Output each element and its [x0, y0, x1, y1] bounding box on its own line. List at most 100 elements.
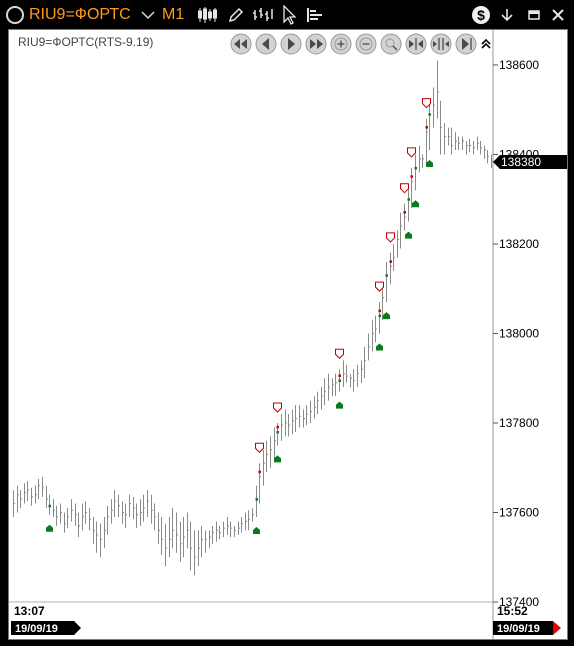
- sell-fill-dot: [403, 211, 406, 214]
- price-bar: [241, 516, 243, 533]
- price-bar: [491, 154, 493, 168]
- price-bar: [122, 501, 124, 524]
- buy-signal-icon[interactable]: [253, 526, 260, 534]
- price-bar: [306, 405, 308, 426]
- price-tick-label: 138600: [499, 58, 539, 72]
- price-bar: [17, 485, 19, 513]
- symbol-selector[interactable]: RIU9=ФОРТС: [29, 0, 139, 29]
- price-bar: [393, 243, 395, 271]
- price-bar: [477, 136, 479, 150]
- price-axis: 1386001384001382001380001378001376001374…: [493, 58, 539, 609]
- price-bar: [201, 525, 203, 558]
- price-tick-label: 138200: [499, 237, 539, 251]
- double-left-icon[interactable]: [230, 33, 252, 55]
- buy-signal-icon[interactable]: [426, 159, 433, 167]
- sell-fill-dot: [276, 425, 279, 429]
- download-arrow-icon[interactable]: [499, 0, 515, 29]
- sell-signal-icon[interactable]: [375, 281, 384, 292]
- double-right-icon[interactable]: [305, 33, 327, 55]
- buy-signal-icon[interactable]: [274, 455, 281, 463]
- pencil-icon[interactable]: [226, 0, 246, 29]
- price-bar: [332, 378, 334, 397]
- right-icon[interactable]: [280, 33, 302, 55]
- chevron-down-icon[interactable]: [141, 0, 155, 29]
- sell-signal-icon[interactable]: [273, 402, 282, 413]
- buy-signal-icon[interactable]: [405, 231, 412, 239]
- price-bar: [321, 387, 323, 410]
- sell-signal-icon[interactable]: [386, 232, 395, 243]
- price-bar: [75, 503, 77, 526]
- sell-signal-icon[interactable]: [335, 348, 344, 359]
- sell-signal-icon[interactable]: [400, 183, 409, 194]
- price-bar: [458, 136, 460, 150]
- price-bar: [238, 521, 240, 535]
- dollar-icon[interactable]: $: [470, 0, 492, 29]
- magnify-icon[interactable]: [380, 33, 402, 55]
- price-bar: [368, 333, 370, 361]
- zoom-in-icon[interactable]: [330, 33, 352, 55]
- price-bar: [190, 521, 192, 571]
- sell-signal-icon[interactable]: [407, 147, 416, 158]
- chart-window: RIU9=ФОРТС(RTS-9.19) 138600 138400 138200 1…: [8, 29, 568, 640]
- price-bar: [285, 409, 287, 437]
- price-bar: [429, 100, 431, 150]
- timeframe-selector[interactable]: M1: [162, 0, 188, 29]
- bar-chart-icon[interactable]: [251, 0, 275, 29]
- title-bar: RIU9=ФОРТС M1 $: [0, 0, 574, 29]
- price-bar: [375, 315, 377, 343]
- price-bar: [172, 508, 174, 549]
- chart-canvas[interactable]: RIU9=ФОРТС(RTS-9.19) 1386001384001382001…: [9, 30, 567, 639]
- price-bar: [357, 364, 359, 388]
- price-bar: [350, 373, 352, 388]
- time-start-label: 13:07: [14, 604, 45, 618]
- minimize-icon[interactable]: [526, 0, 542, 29]
- sell-fill-dot: [258, 470, 261, 474]
- price-bar: [469, 138, 471, 153]
- price-bar: [245, 512, 247, 531]
- buy-signal-icon[interactable]: [376, 343, 383, 351]
- bars-icon[interactable]: [305, 0, 325, 29]
- price-bar: [67, 508, 69, 529]
- price-bar: [93, 516, 95, 544]
- signal-markers: [46, 98, 433, 534]
- buy-signal-icon[interactable]: [336, 401, 343, 409]
- sell-fill-dot: [410, 175, 413, 178]
- app-logo-icon[interactable]: [6, 0, 24, 29]
- zoom-out-icon[interactable]: [355, 33, 377, 55]
- price-bar: [295, 405, 297, 432]
- price-bar: [154, 503, 156, 531]
- svg-text:$: $: [477, 7, 485, 23]
- price-bar: [473, 141, 475, 155]
- price-bar: [328, 373, 330, 401]
- current-price-marker: 138380: [493, 155, 567, 169]
- price-bar: [140, 499, 142, 526]
- expand-horizontal-icon[interactable]: [430, 33, 452, 55]
- price-bar: [372, 320, 374, 352]
- price-bar: [165, 523, 167, 567]
- left-icon[interactable]: [255, 33, 277, 55]
- buy-signal-icon[interactable]: [46, 524, 53, 532]
- price-bar: [400, 212, 402, 249]
- price-bar: [353, 369, 355, 392]
- buy-signal-icon[interactable]: [383, 312, 390, 320]
- sell-signal-icon[interactable]: [255, 442, 264, 453]
- price-bar: [169, 516, 171, 558]
- buy-fill-dot: [276, 430, 279, 434]
- candlestick-icon[interactable]: [196, 0, 218, 29]
- price-bar: [223, 521, 225, 538]
- buy-signal-icon[interactable]: [412, 200, 419, 208]
- close-icon[interactable]: [549, 0, 567, 29]
- price-bar: [82, 503, 84, 531]
- collapse-up-icon[interactable]: [481, 38, 491, 49]
- sell-signal-icon[interactable]: [422, 98, 431, 109]
- price-bar: [161, 516, 163, 556]
- price-bar: [60, 503, 62, 524]
- chart-title: RIU9=ФОРТС(RTS-9.19): [18, 35, 153, 49]
- fit-horizontal-icon[interactable]: [405, 33, 427, 55]
- cursor-icon[interactable]: [281, 0, 297, 29]
- price-bar: [310, 400, 312, 423]
- price-bar: [114, 490, 116, 517]
- price-bar: [187, 512, 189, 549]
- price-bar: [422, 154, 424, 168]
- jump-end-icon[interactable]: [455, 33, 477, 55]
